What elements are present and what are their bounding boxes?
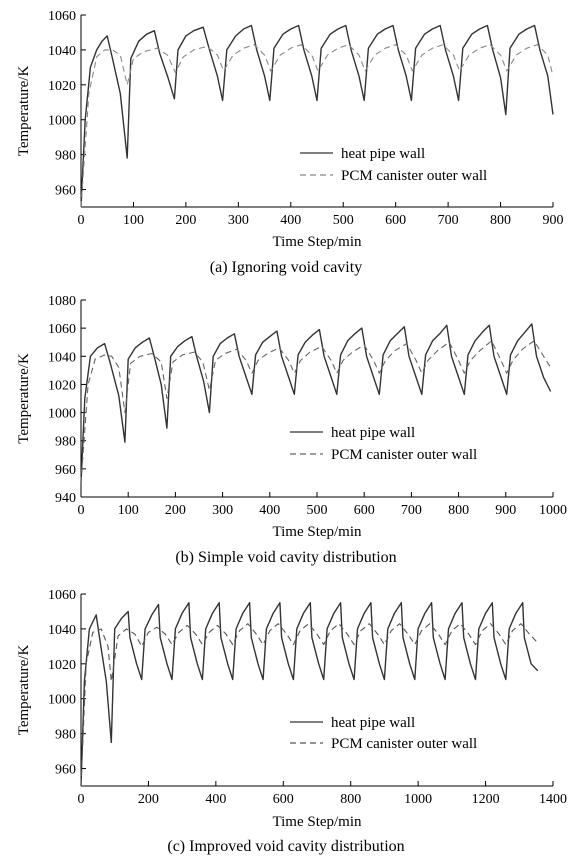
x-tick-label: 500	[307, 503, 328, 518]
y-tick-label: 1040	[48, 623, 76, 638]
chart-panel-c: 0 200 400 600 800 1000 1200 1400 960 980 1000 1020 1…	[16, 588, 567, 855]
series-line-heat-pipe-wall	[80, 323, 552, 483]
y-tick-label: 1000	[48, 114, 76, 129]
y-tick-label: 1020	[48, 79, 76, 94]
x-axis-label: Time Step/min	[272, 234, 362, 250]
x-tick-label: 1000	[539, 503, 567, 518]
x-tick-label: 900	[495, 503, 516, 518]
x-tick-label: 800	[340, 792, 361, 807]
y-tick-label: 960	[55, 763, 76, 778]
x-tick-label: 600	[385, 213, 406, 228]
x-tick-label: 800	[490, 213, 511, 228]
x-tick-label: 200	[165, 503, 186, 518]
y-tick-label: 1060	[48, 9, 76, 24]
chart-panel-a: 0 100 200 300 400 500 600 700 800 900 960 980 1000 10…	[16, 9, 564, 276]
legend-entry-label: PCM canister outer wall	[341, 168, 487, 184]
x-tick-label: 600	[273, 792, 294, 807]
x-axis-label: Time Step/min	[272, 814, 362, 830]
series-line-pcm-canister-outer-wall	[80, 340, 552, 483]
legend-entry-label: heat pipe wall	[331, 425, 415, 441]
series-line-heat-pipe-wall	[80, 24, 554, 208]
panel-caption: (a) Ignoring void cavity	[210, 259, 362, 276]
legend-entry-label: PCM canister outer wall	[331, 736, 477, 752]
x-tick-label: 1200	[472, 792, 500, 807]
x-tick-label: 1000	[404, 792, 432, 807]
x-tick-label: 500	[333, 213, 354, 228]
x-tick-label: 100	[118, 503, 139, 518]
y-tick-label: 1040	[48, 44, 76, 59]
x-tick-label: 200	[138, 792, 159, 807]
y-tick-label: 980	[55, 435, 76, 450]
x-tick-label: 700	[401, 503, 422, 518]
x-tick-label: 100	[123, 213, 144, 228]
y-tick-label: 960	[55, 463, 76, 478]
y-tick-label: 1060	[48, 588, 76, 603]
y-tick-label: 1000	[48, 693, 76, 708]
y-tick-label: 1000	[48, 407, 76, 422]
y-tick-label: 940	[55, 491, 76, 506]
x-axis-label: Time Step/min	[272, 524, 362, 540]
y-tick-label: 960	[55, 184, 76, 199]
y-tick-label: 1020	[48, 658, 76, 673]
y-axis-label: Temperature/K	[16, 66, 32, 157]
x-tick-label: 300	[212, 503, 233, 518]
series-line-pcm-canister-outer-wall	[80, 44, 554, 208]
x-tick-label: 1400	[539, 792, 567, 807]
y-tick-label: 980	[55, 149, 76, 164]
legend-entry-label: heat pipe wall	[331, 715, 415, 731]
x-tick-label: 400	[205, 792, 226, 807]
series-line-pcm-canister-outer-wall	[80, 623, 539, 787]
x-tick-label: 900	[543, 213, 564, 228]
legend-entry-label: heat pipe wall	[341, 146, 425, 162]
y-tick-label: 1060	[48, 322, 76, 337]
y-tick-label: 1020	[48, 378, 76, 393]
y-tick-label: 980	[55, 728, 76, 743]
y-tick-label: 1040	[48, 350, 76, 365]
x-tick-label: 400	[259, 503, 280, 518]
panel-caption: (b) Simple void cavity distribution	[175, 549, 396, 566]
legend-entry-label: PCM canister outer wall	[331, 447, 477, 463]
x-tick-label: 0	[78, 213, 85, 228]
x-tick-label: 0	[78, 503, 85, 518]
panel-caption: (c) Improved void cavity distribution	[167, 838, 404, 855]
x-tick-label: 200	[175, 213, 196, 228]
x-tick-label: 600	[354, 503, 375, 518]
x-tick-label: 300	[228, 213, 249, 228]
y-axis-label: Temperature/K	[16, 353, 32, 444]
chart-panel-b: 0 100 200 300 400 500 600 700 800 900 1000 940 960 98…	[16, 294, 567, 566]
x-tick-label: 800	[448, 503, 469, 518]
x-tick-label: 700	[438, 213, 459, 228]
x-tick-label: 400	[280, 213, 301, 228]
x-tick-label: 0	[78, 792, 85, 807]
y-tick-label: 1080	[48, 294, 76, 309]
y-axis-label: Temperature/K	[16, 645, 32, 736]
series-line-heat-pipe-wall	[80, 602, 539, 787]
